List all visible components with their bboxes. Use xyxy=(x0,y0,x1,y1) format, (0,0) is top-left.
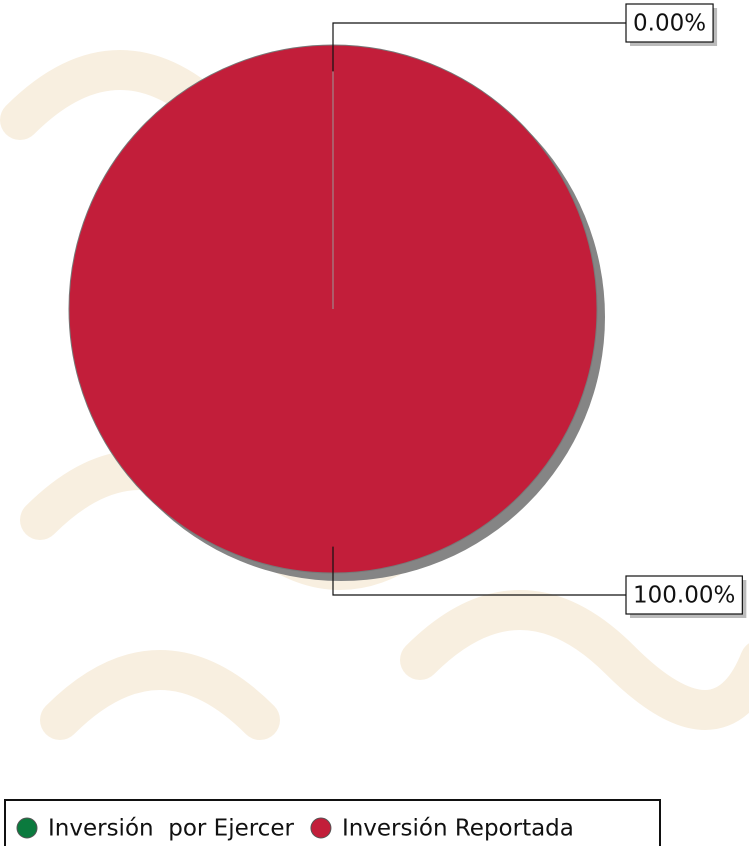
data-label: 100.00% xyxy=(633,583,735,609)
leader-line xyxy=(332,22,626,72)
legend-marker xyxy=(310,817,332,839)
legend-box xyxy=(4,799,661,846)
legend-label: Inversión por Ejercer xyxy=(48,816,294,842)
data-label-box xyxy=(625,575,743,615)
leader-line xyxy=(332,546,626,596)
legend: Inversión por Ejercer Inversión Reportada xyxy=(4,799,661,846)
legend-label: Inversión Reportada xyxy=(342,816,574,842)
data-label-box xyxy=(625,3,714,43)
pie: 0.00% 100.00% xyxy=(68,3,747,618)
legend-marker xyxy=(16,817,38,839)
data-label: 0.00% xyxy=(633,11,706,37)
